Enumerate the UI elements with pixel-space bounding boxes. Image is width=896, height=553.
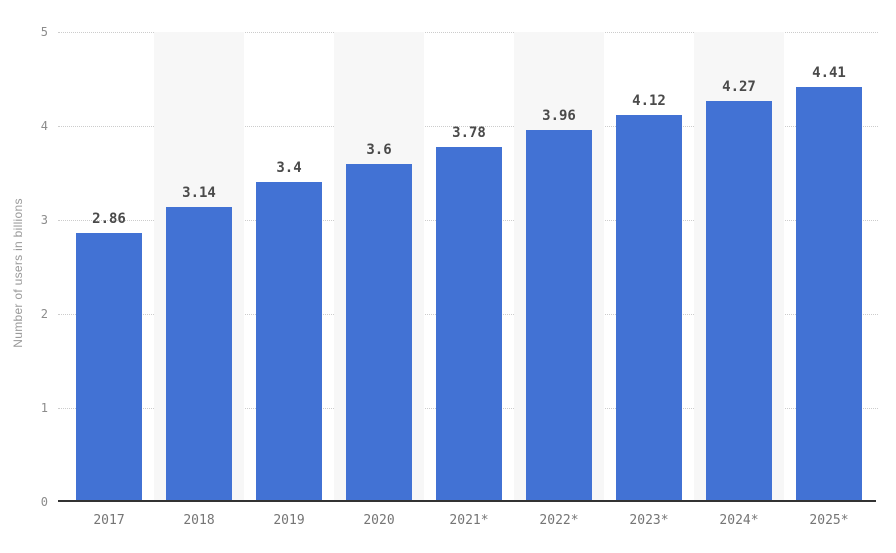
y-tick-label-0: 0 — [40, 495, 48, 509]
bar-2025*[interactable] — [796, 87, 862, 502]
plot-area: 2.86 3.14 3.4 3.6 3.78 3.96 4.12 4.27 4.41 — [64, 32, 874, 502]
bar-value-label-2023*: 4.12 — [632, 93, 666, 109]
bar-2018[interactable] — [166, 207, 232, 502]
bar-value-label-2017: 2.86 — [92, 211, 126, 227]
gridline-y-5 — [58, 32, 878, 33]
gridline-y-4 — [58, 126, 878, 127]
x-tick-label-2024*: 2024* — [719, 513, 759, 528]
x-axis-line — [58, 500, 876, 502]
x-tick-label-2021*: 2021* — [449, 513, 489, 528]
bar-value-label-2019: 3.4 — [276, 160, 302, 176]
x-tick-label-2025*: 2025* — [809, 513, 849, 528]
bar-2022*[interactable] — [526, 130, 592, 502]
bar-value-label-2018: 3.14 — [182, 185, 216, 201]
bar-2019[interactable] — [256, 182, 322, 502]
y-tick-label-2: 2 — [40, 307, 48, 321]
bar-2024*[interactable] — [706, 101, 772, 502]
bar-value-label-2024*: 4.27 — [722, 79, 756, 95]
x-tick-label-2019: 2019 — [273, 513, 305, 528]
x-tick-label-2023*: 2023* — [629, 513, 669, 528]
x-tick-label-2020: 2020 — [363, 513, 395, 528]
y-tick-label-4: 4 — [40, 119, 48, 133]
y-tick-label-5: 5 — [40, 25, 48, 39]
x-tick-label-2017: 2017 — [93, 513, 125, 528]
bar-2023*[interactable] — [616, 115, 682, 502]
bar-value-label-2022*: 3.96 — [542, 108, 576, 124]
bar-value-label-2021*: 3.78 — [452, 125, 486, 141]
x-tick-label-2022*: 2022* — [539, 513, 579, 528]
bar-2020[interactable] — [346, 164, 412, 502]
bar-2017[interactable] — [76, 233, 142, 502]
bar-value-label-2020: 3.6 — [366, 142, 392, 158]
y-tick-label-1: 1 — [40, 401, 48, 415]
bar-2021*[interactable] — [436, 147, 502, 502]
bar-value-label-2025*: 4.41 — [812, 65, 846, 81]
x-tick-label-2018: 2018 — [183, 513, 215, 528]
y-tick-label-3: 3 — [40, 213, 48, 227]
